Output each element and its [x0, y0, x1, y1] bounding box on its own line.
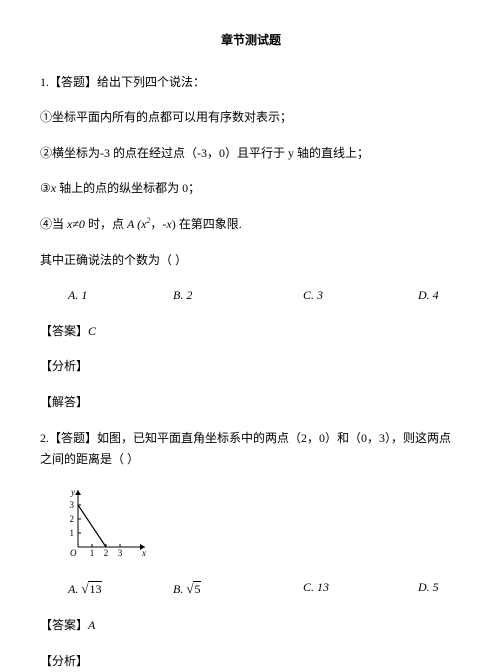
choice-d: D. 5: [418, 577, 439, 601]
svg-text:2: 2: [70, 514, 75, 524]
text: ④当: [40, 217, 67, 231]
page-title: 章节测试题: [40, 30, 462, 52]
svg-text:1: 1: [90, 548, 95, 558]
q1-prompt: 其中正确说法的个数为（ ）: [40, 250, 462, 272]
sqrt-arg: 5: [193, 581, 201, 596]
text: 轴上的点的纵坐标都为 0；: [56, 181, 200, 195]
q2-choices: A. 13 B. 5 C. 13 D. 5: [40, 577, 462, 601]
q2-answer: 【答案】A: [40, 615, 462, 637]
svg-text:3: 3: [70, 500, 75, 510]
q1-answer: 【答案】C: [40, 321, 462, 343]
choice-d: D. 4: [418, 285, 439, 307]
svg-text:3: 3: [118, 548, 123, 558]
answer-label: 【答案】: [40, 324, 88, 338]
svg-text:y: y: [70, 487, 75, 497]
svg-text:1: 1: [70, 528, 75, 538]
svg-text:x: x: [141, 548, 146, 558]
text: ) 在第四象限.: [172, 217, 242, 231]
sep: ，-: [150, 217, 166, 231]
answer-value: A: [88, 618, 95, 632]
choice-a: A. 13: [68, 577, 173, 601]
q2-stem: 2.【答题】如图，已知平面直角坐标系中的两点（2，0）和（0，3），则这两点之间…: [40, 428, 462, 471]
choice-c: C. 13: [303, 577, 418, 601]
choice-a: A. 1: [68, 285, 173, 307]
q1-analysis: 【分析】: [40, 356, 462, 378]
q1-statement-1: ①坐标平面内所有的点都可以用有序数对表示；: [40, 107, 462, 129]
sqrt-icon: 5: [186, 577, 201, 601]
q1-choices: A. 1 B. 2 C. 3 D. 4: [40, 285, 462, 307]
q2-analysis: 【分析】: [40, 651, 462, 672]
choice-b: B. 2: [173, 285, 303, 307]
answer-value: C: [88, 324, 96, 338]
sqrt-arg: 13: [88, 581, 102, 596]
choice-c: C. 3: [303, 285, 418, 307]
text: 时，点: [85, 217, 127, 231]
choice-b: B. 5: [173, 577, 303, 601]
answer-label: 【答案】: [40, 618, 88, 632]
cond: x≠0: [67, 217, 85, 231]
text: ③: [40, 181, 51, 195]
q1-statement-4: ④当 x≠0 时，点 A (x2，-x) 在第四象限.: [40, 214, 462, 236]
graph-svg: 123123yxO: [60, 485, 150, 560]
q1-solution: 【解答】: [40, 392, 462, 414]
sqrt-icon: 13: [81, 577, 102, 601]
label: A.: [68, 582, 81, 596]
svg-text:O: O: [70, 548, 77, 558]
q1-statement-3: ③x 轴上的点的纵坐标都为 0；: [40, 178, 462, 200]
svg-text:2: 2: [104, 548, 109, 558]
point-a-open: A (: [127, 217, 141, 231]
label: B.: [173, 582, 186, 596]
coordinate-graph: 123123yxO: [60, 485, 462, 568]
q1-stem: 1.【答题】给出下列四个说法：: [40, 72, 462, 94]
q1-statement-2: ②横坐标为-3 的点在经过点（-3，0）且平行于 y 轴的直线上；: [40, 143, 462, 165]
